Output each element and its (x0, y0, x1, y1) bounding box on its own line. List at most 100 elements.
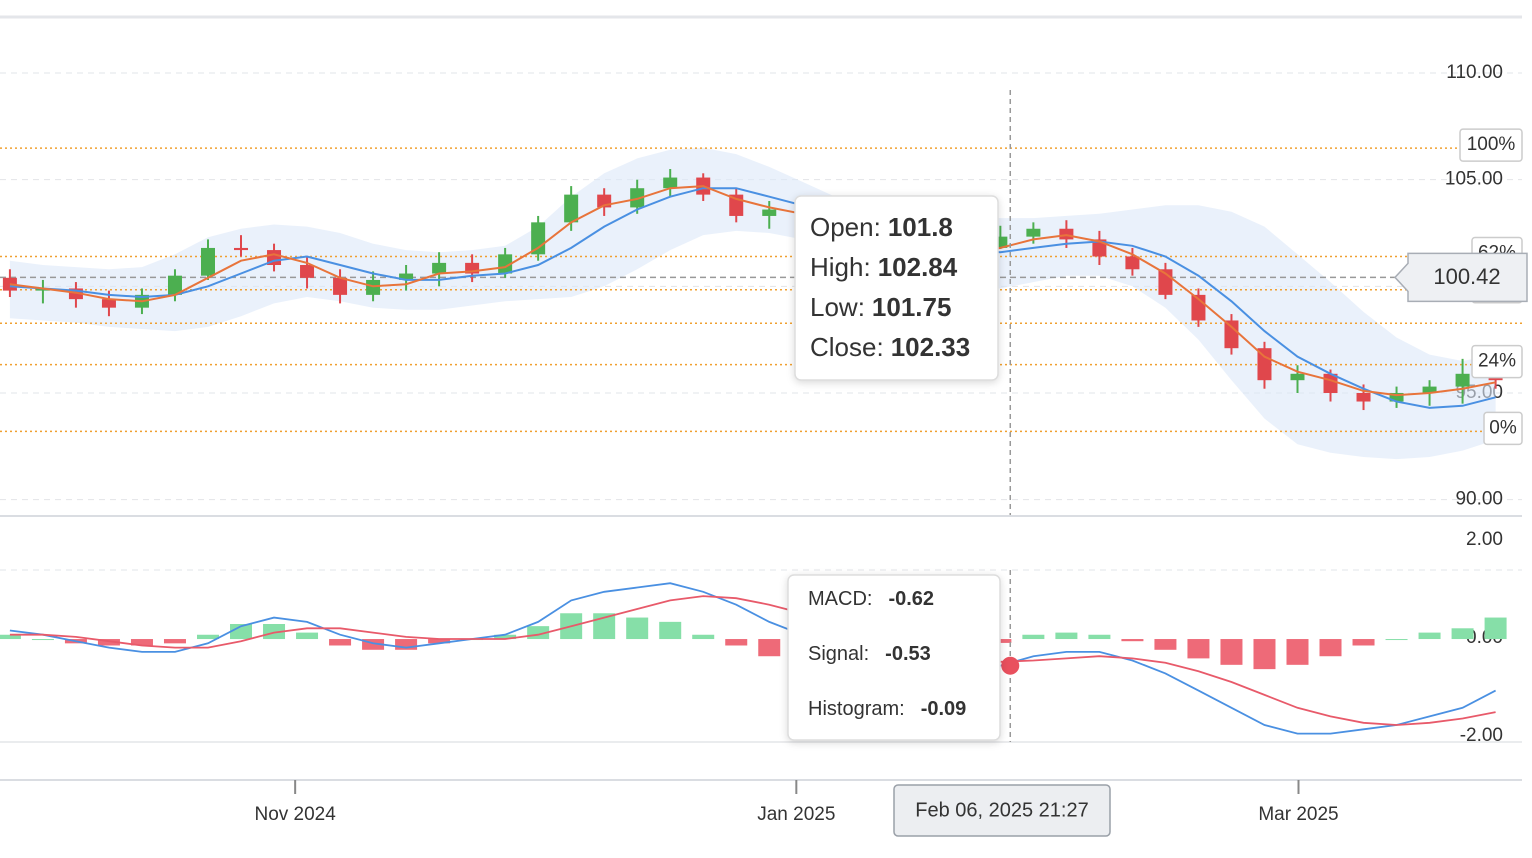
tooltip-value: -0.62 (888, 588, 934, 610)
histogram-bar (1055, 632, 1078, 640)
candle-body (531, 222, 546, 255)
histogram-bar (362, 639, 385, 650)
candle-body (35, 288, 50, 291)
histogram-bar (97, 639, 120, 646)
tooltip-label: MACD: (808, 588, 872, 610)
tooltip-row: Low: 101.75 (810, 292, 951, 322)
candle-body (366, 279, 381, 295)
crosshair-dot (1001, 656, 1020, 675)
tooltip-label: Close: (810, 332, 884, 362)
signal-line (9, 595, 1496, 726)
histogram-bar (428, 639, 451, 644)
histogram-bar (1220, 639, 1243, 665)
x-tick-label: Nov 2024 (254, 804, 336, 825)
histogram-bar (31, 639, 54, 641)
tooltip-label: Histogram: (808, 698, 905, 720)
tooltip-value: 101.8 (888, 212, 953, 242)
histogram-bar (1253, 639, 1276, 670)
candle-body (1059, 228, 1074, 240)
crosshair-date: Feb 06, 2025 21:27 (915, 799, 1088, 821)
fib-label-box (1483, 411, 1523, 446)
candle-body (68, 288, 83, 300)
x-tick-label: Jan 2025 (757, 804, 835, 825)
histogram-bar (1022, 634, 1045, 640)
histogram-bar (1187, 639, 1210, 659)
histogram-bar (1484, 617, 1507, 640)
tooltip-value: 102.84 (878, 252, 958, 282)
candle-body (498, 254, 513, 274)
histogram-bar (1451, 628, 1474, 640)
tooltip-row: Close: 102.33 (810, 332, 970, 362)
tooltip-row: Histogram: -0.09 (808, 698, 966, 720)
bollinger-band (9, 147, 1496, 460)
histogram-bar (329, 639, 352, 646)
candle-body (300, 265, 315, 278)
overlay: 100.42 Open: 101.8 High: 102.84 Low: 101.75 Clo… (254, 90, 1528, 837)
tooltip-label: Low: (810, 292, 865, 322)
last-price-label: 100.42 (1433, 264, 1500, 289)
candle-body (993, 236, 1008, 248)
candle-body (762, 209, 777, 216)
candle-body (1224, 320, 1239, 349)
histogram-bar (296, 632, 319, 640)
histogram-bar (626, 617, 649, 640)
candle-body (1257, 348, 1272, 381)
y-tick-label: -2.00 (1460, 725, 1503, 746)
tooltip-row: Signal: -0.53 (808, 643, 931, 665)
moving-average (9, 187, 1496, 409)
candle-body (1125, 256, 1140, 270)
histogram-bar (692, 634, 715, 640)
moving-average (9, 185, 1496, 397)
last-price-badge (1393, 252, 1528, 303)
candle-body (663, 177, 678, 189)
fib-label: 0% (1489, 417, 1517, 438)
candle-body (1290, 373, 1305, 381)
candle-body (1422, 386, 1437, 393)
candle-body (432, 262, 447, 274)
candle-body (200, 247, 215, 276)
price-pane: 90.0095.00100.00105.00110.00100%62%50%24… (0, 62, 1523, 510)
histogram-bar (230, 624, 253, 640)
histogram-bar (1121, 639, 1144, 642)
histogram-bar (1319, 639, 1342, 657)
x-tick-label: Mar 2025 (1258, 804, 1338, 825)
candle-body (1026, 228, 1041, 237)
tooltip-label: Open: (810, 212, 881, 242)
histogram-bar (1352, 639, 1375, 646)
tooltip-row: High: 102.84 (810, 252, 958, 282)
candle-body (1389, 392, 1404, 402)
tooltip-label: High: (810, 252, 871, 282)
tooltip-row: Open: 101.8 (810, 212, 953, 242)
tooltip-value: 102.33 (891, 332, 971, 362)
candle-body (1455, 373, 1470, 387)
histogram-bar (1088, 634, 1111, 640)
y-tick-label: 105.00 (1445, 169, 1503, 190)
histogram-bar (196, 634, 219, 640)
crosshair-date-box (893, 784, 1111, 837)
candle-body (167, 275, 182, 295)
candle-body (564, 194, 579, 223)
tooltip-value: -0.53 (885, 643, 931, 665)
candle-body (333, 277, 348, 295)
tooltip-row: MACD: -0.62 (808, 588, 934, 610)
fib-label-box (1471, 344, 1523, 379)
histogram-bar (659, 621, 682, 640)
candle-body (1356, 392, 1371, 402)
histogram-bar (725, 639, 748, 646)
macd-pane: -2.000.002.00 (0, 529, 1522, 746)
histogram-bar (1154, 639, 1177, 650)
histogram-bar (263, 624, 286, 640)
histogram-bar (758, 639, 781, 657)
y-tick-label: 90.00 (1455, 489, 1503, 510)
fib-label: 100% (1467, 134, 1516, 155)
histogram-bar (130, 639, 153, 646)
histogram-bar (1286, 639, 1309, 665)
candle-body (630, 188, 645, 208)
tooltip-value: 101.75 (872, 292, 952, 322)
histogram-bar (1385, 639, 1408, 641)
candle-body (234, 247, 249, 251)
histogram-bar (494, 634, 517, 640)
candle-body (465, 262, 480, 274)
histogram-bar (1418, 632, 1441, 640)
